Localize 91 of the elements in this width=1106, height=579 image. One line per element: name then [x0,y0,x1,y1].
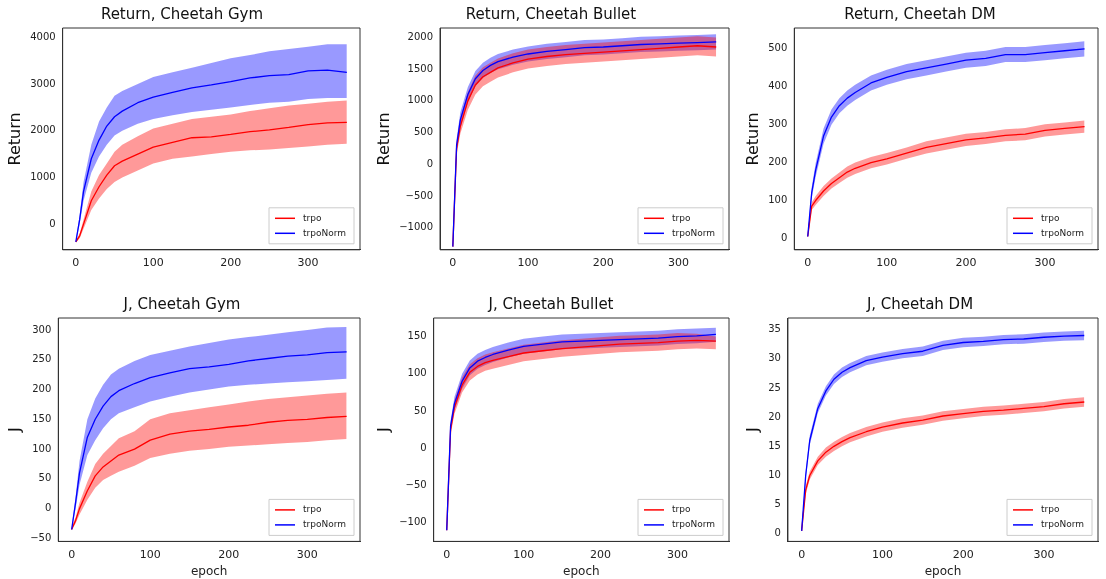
y-tick-label: 0 [774,527,781,539]
y-tick-label: −100 [399,516,427,528]
chart-title: Return, Cheetah DM [844,4,996,23]
y-tick-label: 15 [768,439,781,451]
y-tick-label: 0 [44,502,52,514]
y-tick-label: 50 [38,472,52,484]
x-axis-title: epoch [563,563,600,578]
y-tick-label: 100 [768,194,788,206]
legend-label: trpo [672,212,691,223]
y-axis-title: Return [4,112,24,166]
x-tick-label: 300 [666,547,688,561]
y-tick-label: 300 [768,118,788,130]
y-tick-label: 2000 [407,31,434,43]
legend-label: trpo [303,504,322,515]
y-tick-label: 5 [774,498,781,510]
x-tick-label: 300 [297,256,319,270]
y-tick-label: 400 [768,80,788,92]
y-tick-label: 30 [768,352,781,364]
legend-label: trpo [1041,504,1060,515]
y-axis-title: J [742,427,762,434]
x-tick-label: 200 [952,547,974,561]
y-tick-label: 2000 [30,124,56,136]
y-tick-label: 150 [32,412,52,424]
y-tick-label: 250 [32,353,52,365]
y-axis-title: Return [742,112,762,166]
y-tick-label: 35 [768,323,781,335]
y-tick-label: −500 [405,189,434,201]
x-tick-label: 100 [139,547,161,561]
chart-title: J, Cheetah DM [865,294,974,313]
x-tick-label: 300 [668,256,690,270]
legend-label: trpoNorm [672,519,715,530]
y-axis-title: J [373,427,393,434]
y-tick-label: −50 [30,532,52,544]
y-tick-label: 1000 [30,171,56,183]
y-tick-label: 0 [780,232,788,244]
y-axis-title: Return [373,112,393,166]
x-tick-label: 0 [798,547,806,561]
chart-title: Return, Cheetah Gym [100,4,264,23]
x-tick-label: 0 [449,256,457,270]
x-axis-title: epoch [190,563,228,578]
legend-label: trpo [672,504,691,515]
y-tick-label: −50 [405,479,427,491]
legend-label: trpoNorm [1041,227,1084,238]
y-tick-label: 0 [420,441,427,453]
y-tick-label: 500 [413,126,434,138]
chart-title: Return, Cheetah Bullet [465,4,637,23]
y-tick-label: 20 [768,410,781,422]
x-tick-label: 0 [443,547,451,561]
legend-label: trpoNorm [672,227,715,238]
x-tick-label: 200 [590,547,612,561]
y-tick-label: 0 [49,217,56,229]
y-tick-label: 100 [407,367,427,379]
y-tick-label: 200 [768,156,788,168]
x-axis-title: epoch [924,563,962,578]
legend-label: trpoNorm [1041,519,1084,530]
y-tick-label: 10 [768,469,781,481]
y-axis-title: J [4,427,24,434]
chart-title: J, Cheetah Bullet [487,294,614,313]
y-tick-label: −1000 [399,221,434,233]
x-tick-label: 100 [871,547,893,561]
x-tick-label: 0 [804,256,812,270]
y-tick-label: 1000 [407,94,434,106]
y-tick-label: 300 [32,323,52,335]
y-tick-label: 500 [768,42,788,54]
y-tick-label: 4000 [30,30,56,42]
y-tick-label: 200 [32,383,52,395]
legend-label: trpo [1041,212,1060,223]
x-tick-label: 100 [876,256,898,270]
x-tick-label: 100 [513,547,535,561]
chart-title: J, Cheetah Gym [122,294,241,313]
y-tick-label: 150 [407,330,427,342]
x-tick-label: 300 [1033,547,1055,561]
y-tick-label: 1500 [407,62,434,74]
x-tick-label: 300 [1034,256,1056,270]
x-tick-label: 200 [955,256,977,270]
x-tick-label: 300 [296,547,318,561]
x-tick-label: 100 [142,256,164,270]
y-tick-label: 3000 [30,77,56,89]
y-tick-label: 100 [32,442,52,454]
x-tick-label: 200 [218,547,240,561]
y-tick-label: 50 [413,404,427,416]
y-tick-label: 0 [426,157,434,169]
legend-label: trpoNorm [303,519,346,530]
x-tick-label: 100 [517,256,539,270]
x-tick-label: 0 [72,256,80,270]
x-tick-label: 0 [68,547,76,561]
x-tick-label: 200 [220,256,242,270]
x-tick-label: 200 [592,256,614,270]
legend-label: trpoNorm [303,227,346,238]
legend-label: trpo [303,212,322,223]
y-tick-label: 25 [768,381,781,393]
